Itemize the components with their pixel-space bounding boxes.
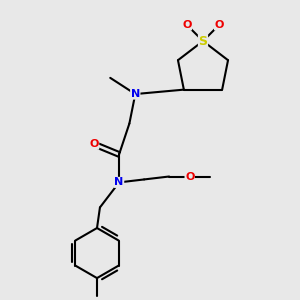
Text: S: S — [199, 34, 208, 48]
Text: O: O — [182, 20, 191, 30]
Text: N: N — [115, 177, 124, 188]
Text: N: N — [131, 89, 140, 99]
Text: O: O — [214, 20, 224, 30]
Text: O: O — [89, 139, 99, 149]
Text: O: O — [185, 172, 194, 182]
